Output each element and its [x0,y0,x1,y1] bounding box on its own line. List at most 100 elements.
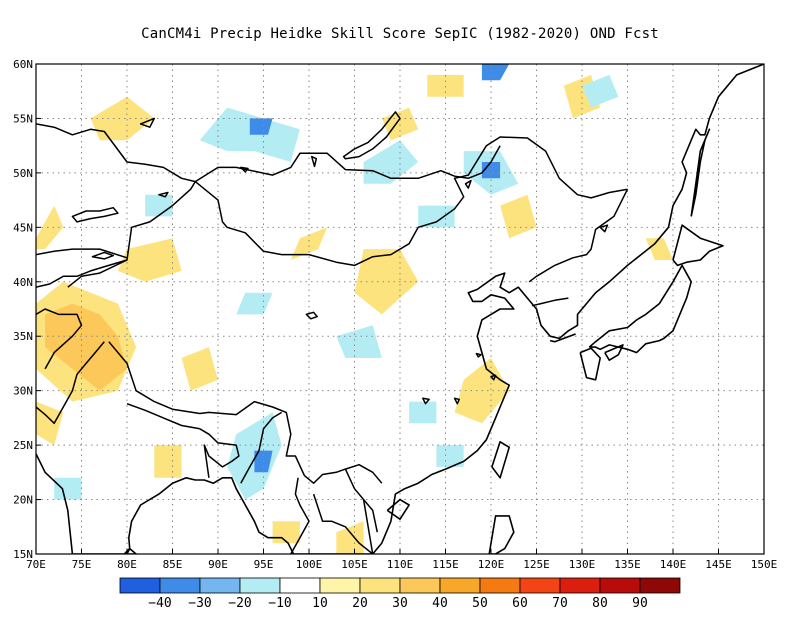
kazakhstan-border [36,248,128,259]
myanmar-thailand-border [290,477,310,554]
khovsgol-lake [310,155,318,168]
lon-tick-label: 80E [117,558,137,571]
lon-tick-label: 145E [705,558,732,571]
nepal-border [126,402,200,430]
skill-region [645,238,673,260]
skill-region [249,118,273,135]
skill-region [336,325,382,358]
taiwan-coastline [491,440,511,479]
korea-border [531,297,569,307]
colorbar-swatch [119,577,161,594]
lat-tick-label: 45N [13,221,33,234]
sakhalin-coastline [690,128,711,217]
colorbar-label: −40 [148,596,171,611]
skill-region [181,347,218,391]
colorbar-label: 60 [512,596,528,611]
colorbar: −40 −30 −20 −10 10 20 30 40 50 60 70 80 90 [119,577,681,611]
lon-tick-label: 115E [432,558,459,571]
vietnam-border [344,468,379,533]
colorbar-label: 10 [312,596,328,611]
sri-lanka-coast [123,547,137,554]
ob-reservoir [139,117,156,128]
skill-region [272,521,300,544]
lon-tick-label: 120E [478,558,505,571]
lon-tick-label: 100E [296,558,323,571]
colorbar-swatch [559,577,601,594]
colorbar-label: 20 [352,596,368,611]
china-east-border [528,188,629,283]
skill-region [436,445,464,467]
colorbar-swatch [599,577,641,594]
colorbar-label: 90 [632,596,648,611]
khanka-lake [599,224,609,233]
lon-tick-label: 90E [208,558,228,571]
colorbar-swatch [279,577,321,594]
china-north-border [67,136,628,288]
colorbar-swatch [519,577,561,594]
coastlines-layer [36,64,764,554]
skill-region [481,64,510,81]
colorbar-label: 30 [392,596,408,611]
philippines-luzon-coast [488,515,515,554]
colorbar-label: 70 [552,596,568,611]
skill-region [54,477,82,500]
map-title: CanCM4i Precip Heidke Skill Score SepIC … [141,26,659,42]
uvs-lake [240,166,249,173]
lat-tick-label: 25N [13,439,33,452]
lon-tick-label: 75E [72,558,92,571]
hongze-lake [475,352,482,358]
dongting-lake [422,397,430,405]
colorbar-label: −10 [268,596,291,611]
hainan-coastline [386,498,410,521]
lon-tick-label: 85E [163,558,183,571]
lon-tick-label: 95E [254,558,274,571]
kyushu-coastline [579,347,602,381]
lon-tick-label: 135E [614,558,641,571]
lon-tick-label: 130E [569,558,596,571]
skill-region [154,445,182,478]
laos-border [312,493,374,554]
korea-south-coast [549,333,576,343]
shikoku-coastline [604,344,624,362]
skill-region [145,194,173,217]
colorbar-swatch [159,577,201,594]
lon-tick-label: 150E [751,558,778,571]
lon-tick-label: 140E [660,558,687,571]
taihu-lake [490,374,497,381]
skill-region [36,205,64,250]
colorbar-swatch [359,577,401,594]
kazakhstan-russia-border [36,123,196,183]
lake-balkhash [71,206,119,223]
lon-tick-label: 125E [523,558,550,571]
tajik-kyrgyz-border [36,259,128,288]
lat-tick-label: 50N [13,167,33,180]
colorbar-swatch [239,577,281,594]
lon-tick-label: 110E [387,558,414,571]
colorbar-swatch [399,577,441,594]
skill-region [418,205,455,228]
colorbar-label: −30 [188,596,211,611]
skill-region [290,227,328,260]
colorbar-label: 80 [592,596,608,611]
hokkaido-coastline [672,224,724,267]
pakistan-india-border [36,341,105,425]
hulun-lake [464,179,472,189]
china-south-border [108,341,383,484]
lake-baikal [342,111,401,160]
lat-tick-label: 35N [13,330,33,343]
lat-tick-label: 40N [13,276,33,289]
skill-region [481,162,501,179]
lon-tick-label: 105E [341,558,368,571]
colorbar-swatch [479,577,521,594]
myanmar-india-border [240,411,283,484]
lat-tick-label: 60N [13,58,33,71]
afghanistan-border [36,308,83,370]
asia-coastline [36,64,764,554]
lon-tick-label: 70E [26,558,46,571]
colorbar-label: −20 [228,596,251,611]
map-background [36,64,764,554]
colorbar-swatch [319,577,361,594]
colorbar-label: 40 [432,596,448,611]
qinghai-lake [305,311,318,320]
